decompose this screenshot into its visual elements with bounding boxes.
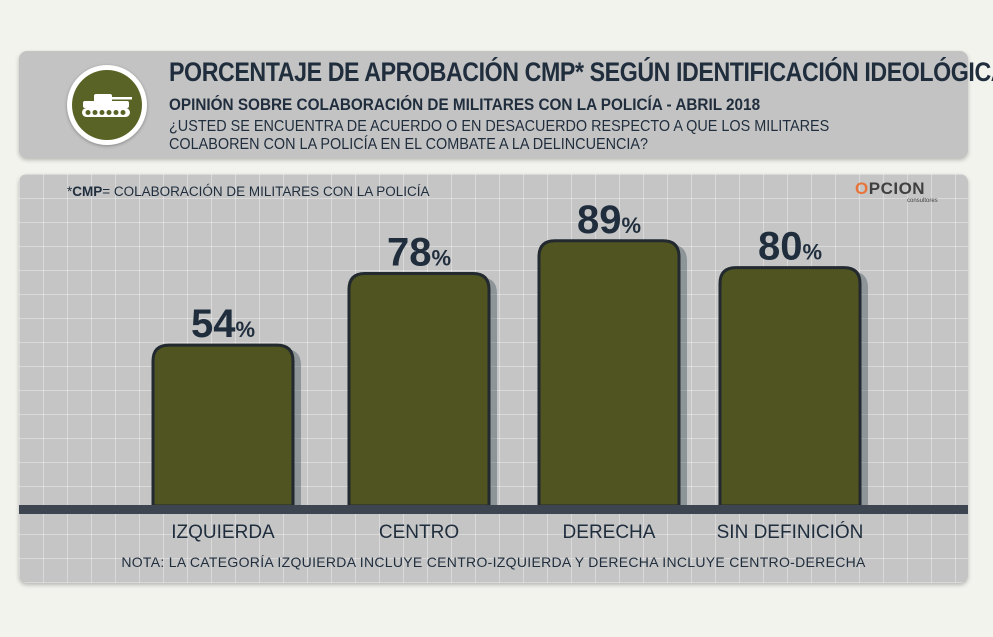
bar <box>537 239 681 508</box>
footnote-prefix: * <box>67 184 73 199</box>
brand-name-rest: PCION <box>868 179 926 198</box>
bar <box>347 272 491 508</box>
chart-subtitle: OPINIÓN SOBRE COLABORACIÓN DE MILITARES … <box>169 95 761 114</box>
bar <box>718 266 862 508</box>
bars-svg: 54% IZQUIERDA 78% CENTRO 89% DERECHA 80% SIN DE… <box>151 198 868 543</box>
bar-value-label: 54% <box>191 302 255 346</box>
footnote-text: = COLABORACIÓN DE MILITARES CON LA POLIC… <box>102 184 430 199</box>
chart-note: NOTA: LA CATEGORÍA IZQUIERDA INCLUYE CEN… <box>121 554 866 570</box>
category-label: IZQUIERDA <box>171 522 275 543</box>
footnote-abbr: CMP <box>72 184 103 199</box>
header-panel: PORCENTAJE DE APROBACIÓN CMP* SEGÚN IDEN… <box>19 51 993 158</box>
brand-logo: OPCION <box>855 179 925 199</box>
bar <box>151 343 295 508</box>
survey-question: ¿USTED SE ENCUENTRA DE ACUERDO O EN DESA… <box>169 118 830 153</box>
bar-value-label: 80% <box>758 225 822 269</box>
category-label: SIN DEFINICIÓN <box>717 521 864 543</box>
chart-title: PORCENTAJE DE APROBACIÓN CMP* SEGÚN IDEN… <box>169 57 993 87</box>
chart-baseline <box>19 505 968 514</box>
brand-subtitle: consultores <box>907 198 938 204</box>
tank-icon <box>72 70 142 140</box>
brand-first-letter: O <box>855 179 869 198</box>
footnote: *CMP= COLABORACIÓN DE MILITARES CON LA P… <box>67 184 429 199</box>
bar-value-label: 89% <box>577 198 641 242</box>
logo-badge <box>67 65 147 145</box>
chart-panel: *CMP= COLABORACIÓN DE MILITARES CON LA P… <box>19 174 968 583</box>
category-label: DERECHA <box>563 522 656 543</box>
bar-value-label: 78% <box>387 231 451 275</box>
category-label: CENTRO <box>379 522 459 543</box>
